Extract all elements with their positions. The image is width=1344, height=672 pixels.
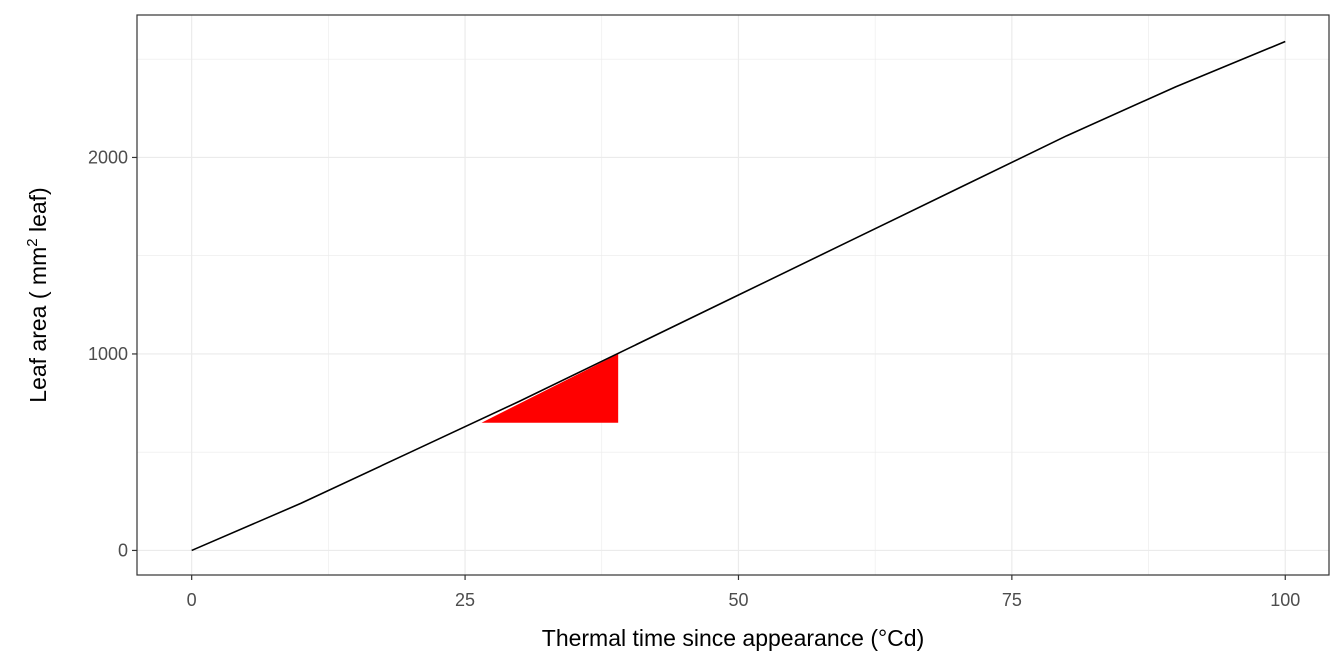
annotation-layer [481, 353, 619, 423]
x-axis: 0 25 50 75 100 [187, 575, 1300, 610]
y-axis-title: Leaf area ( mm2 leaf) [24, 187, 51, 402]
x-tick-label: 50 [728, 590, 748, 610]
x-axis-title: Thermal time since appearance (°Cd) [542, 625, 924, 651]
red-triangle-annotation [481, 353, 619, 423]
y-axis-title-superscript: 2 [24, 238, 41, 246]
plot-panel [137, 15, 1329, 575]
series-layer [191, 40, 1286, 552]
plot-border [136, 14, 1330, 576]
y-axis-title-main: Leaf area ( mm [25, 247, 51, 403]
y-tick-label: 2000 [88, 147, 128, 167]
y-axis-title-suffix: leaf) [25, 187, 51, 238]
series-line-0 [191, 40, 1286, 552]
x-tick-label: 100 [1270, 590, 1300, 610]
y-tick-label: 1000 [88, 344, 128, 364]
x-tick-label: 0 [187, 590, 197, 610]
x-tick-label: 75 [1002, 590, 1022, 610]
x-tick-label: 25 [455, 590, 475, 610]
y-tick-label: 0 [118, 540, 128, 560]
y-axis: 0 1000 2000 [88, 147, 137, 560]
